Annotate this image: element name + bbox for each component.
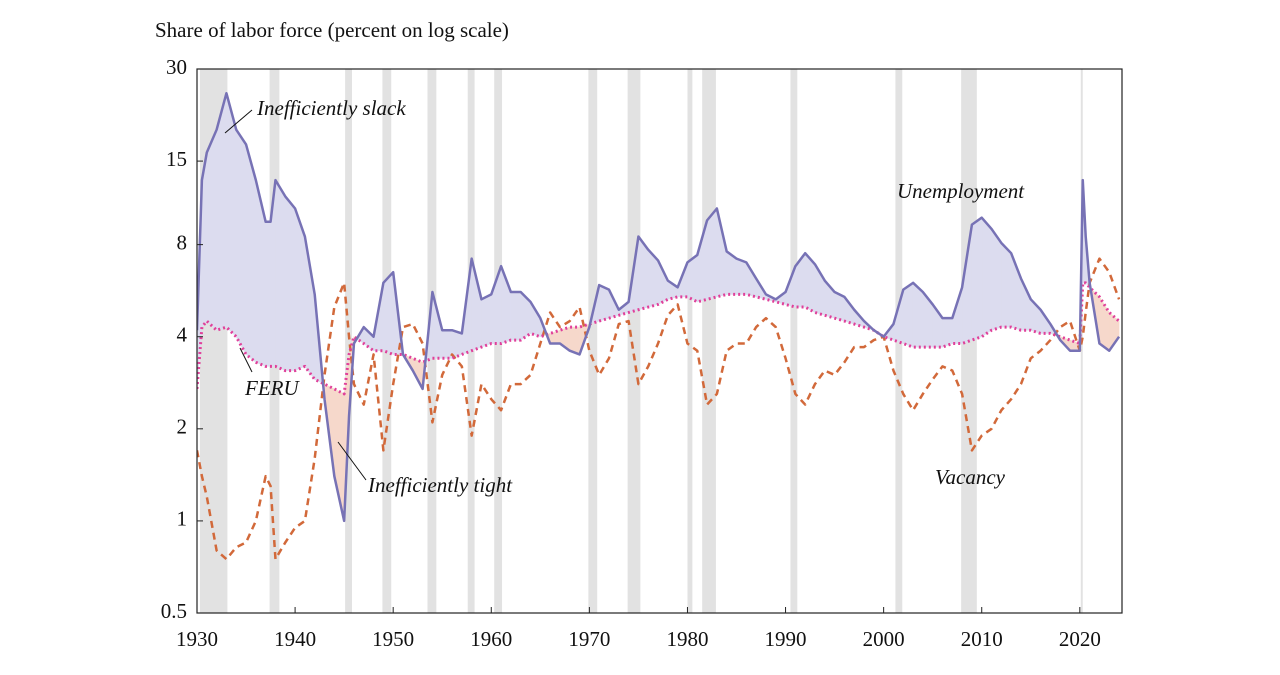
chart-title: Share of labor force (percent on log sca…: [155, 18, 509, 42]
y-tick-label: 1: [177, 507, 188, 531]
x-tick-label: 1930: [176, 627, 218, 651]
x-tick-label: 1950: [372, 627, 414, 651]
gap-fill: [1001, 243, 1011, 327]
annotation: Vacancy: [935, 465, 1006, 489]
gap-fill: [481, 294, 491, 347]
gap-fill: [452, 330, 462, 358]
gap-fill: [472, 259, 482, 351]
gap-fill: [511, 292, 521, 340]
recession-band: [588, 69, 597, 613]
recession-band: [687, 69, 692, 613]
x-tick-label: 1940: [274, 627, 316, 651]
gap-fill: [236, 130, 246, 355]
gap-fills: [197, 93, 1119, 521]
gap-fill: [992, 229, 1002, 330]
recession-band: [345, 69, 352, 613]
recession-band: [628, 69, 641, 613]
recession-band: [702, 69, 716, 613]
y-tick-label: 15: [166, 147, 187, 171]
gap-fill: [285, 196, 295, 370]
gap-fill: [746, 262, 756, 296]
x-tick-label: 1980: [666, 627, 708, 651]
annotation: FERU: [244, 376, 300, 400]
x-tick-label: 2010: [961, 627, 1003, 651]
gap-fill: [599, 285, 609, 321]
recession-band: [790, 69, 797, 613]
gap-fill: [266, 222, 271, 367]
gap-fill: [903, 283, 913, 347]
gap-fill: [717, 208, 727, 296]
x-tick-label: 1960: [470, 627, 512, 651]
x-tick-label: 2000: [863, 627, 905, 651]
gap-fill: [913, 283, 923, 347]
annotation: Unemployment: [897, 179, 1025, 203]
annotation: Inefficiently slack: [256, 96, 406, 120]
gap-fill: [226, 93, 236, 336]
gap-fill: [658, 260, 668, 304]
x-tick-label: 1990: [765, 627, 807, 651]
gap-fill: [383, 272, 393, 354]
gap-fill: [275, 180, 285, 370]
gap-fill: [256, 180, 266, 366]
gap-fill: [972, 218, 982, 340]
gap-fill: [442, 330, 452, 358]
gap-fill: [737, 259, 747, 295]
gap-fill: [207, 130, 217, 331]
y-tick-label: 8: [177, 230, 188, 254]
annotation: Inefficiently tight: [367, 473, 513, 497]
y-tick-label: 2: [177, 415, 188, 439]
y-tick-label: 30: [166, 55, 187, 79]
x-tick-label: 2020: [1059, 627, 1101, 651]
x-tick-label: 1970: [568, 627, 610, 651]
gap-fill: [942, 318, 952, 347]
gap-fill: [531, 302, 541, 337]
y-tick-label: 4: [177, 323, 188, 347]
gap-fill: [707, 208, 717, 299]
y-tick-label: 0.5: [161, 599, 187, 623]
gap-fill: [923, 292, 933, 347]
gap-fill: [982, 218, 992, 337]
gap-fill: [305, 237, 315, 380]
